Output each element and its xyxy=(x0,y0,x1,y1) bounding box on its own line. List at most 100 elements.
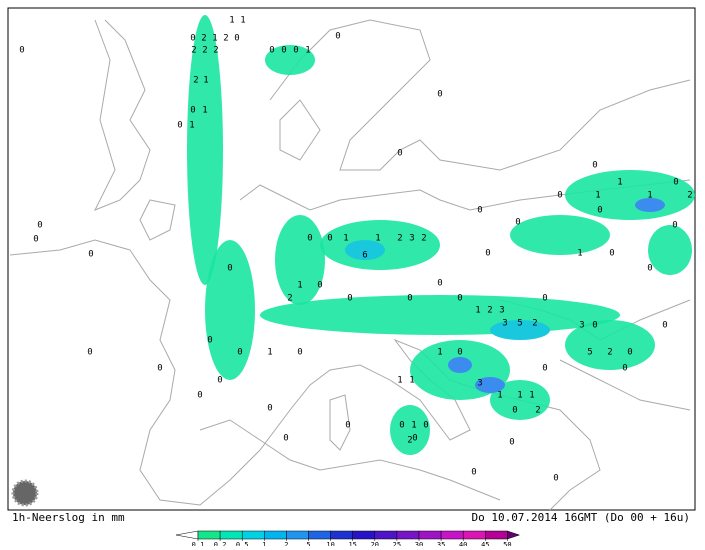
station-value: 1 xyxy=(305,46,310,56)
colorbar-label: 1 xyxy=(262,541,266,546)
station-value: 3 xyxy=(409,234,414,244)
station-value: 1 xyxy=(577,249,582,259)
station-value: 5 xyxy=(587,348,592,358)
station-value: 0 xyxy=(477,206,482,216)
station-value: 1 xyxy=(297,281,302,291)
station-value: 0 xyxy=(647,264,652,274)
precipitation xyxy=(187,15,695,455)
station-value: 0 xyxy=(177,121,182,131)
footer-right: Do 10.07.2014 16GMT (Do 00 + 16u) xyxy=(471,511,690,524)
station-value: 0 xyxy=(592,161,597,171)
station-value: 0 xyxy=(509,438,514,448)
station-value: 1 xyxy=(267,348,272,358)
colorbar-label: 10 xyxy=(326,541,334,546)
station-value: 1 xyxy=(212,34,217,44)
colorbar-label: 40 xyxy=(459,541,467,546)
station-value: 1 xyxy=(189,121,194,131)
station-value: 0 xyxy=(327,234,332,244)
station-value: 0 xyxy=(297,348,302,358)
station-value: 0 xyxy=(399,421,404,431)
station-value: 0 xyxy=(19,46,24,56)
colorbar-box xyxy=(352,530,376,540)
station-value: 1 xyxy=(240,16,245,26)
station-value: 1 xyxy=(397,376,402,386)
station-value: 0 xyxy=(437,90,442,100)
station-value: 0 xyxy=(542,364,547,374)
station-value: 1 xyxy=(517,391,522,401)
colorbar-label: 2 xyxy=(284,541,288,546)
station-value: 0 xyxy=(557,191,562,201)
station-value: 0 xyxy=(673,178,678,188)
station-value: 2 xyxy=(191,46,196,56)
station-value: 5 xyxy=(517,319,522,329)
station-value: 3 xyxy=(579,321,584,331)
station-value: 3 xyxy=(502,319,507,329)
station-value: 0 xyxy=(190,34,195,44)
station-value: 0 xyxy=(347,294,352,304)
station-value: 1 xyxy=(437,348,442,358)
station-value: 0 xyxy=(412,434,417,444)
colorbar-label: 0.5 xyxy=(236,541,249,546)
colorbar-label: 30 xyxy=(415,541,423,546)
station-value: 0 xyxy=(88,250,93,260)
station-value: 0 xyxy=(553,474,558,484)
colorbar-box xyxy=(374,530,398,540)
station-value: 3 xyxy=(477,379,482,389)
station-value: 0 xyxy=(207,336,212,346)
station-value: 1 xyxy=(411,421,416,431)
station-value: 1 xyxy=(497,391,502,401)
station-value: 1 xyxy=(529,391,534,401)
colorbar-label: 45 xyxy=(481,541,489,546)
colorbar-label: 0.1 xyxy=(192,541,205,546)
station-value: 0 xyxy=(217,376,222,386)
station-value: 2 xyxy=(223,34,228,44)
colorbar-box xyxy=(308,530,331,540)
colorbar-box xyxy=(485,530,508,540)
station-value: 0 xyxy=(672,221,677,231)
station-value: 0 xyxy=(157,364,162,374)
station-value: 0 xyxy=(485,249,490,259)
station-value: 1 xyxy=(229,16,234,26)
station-value: 1 xyxy=(595,191,600,201)
station-value: 0 xyxy=(471,468,476,478)
station-value: 0 xyxy=(407,294,412,304)
station-value: 1 xyxy=(375,234,380,244)
station-value: 0 xyxy=(317,281,322,291)
station-value: 2 xyxy=(287,294,292,304)
station-value: 1 xyxy=(617,178,622,188)
station-value: 1 xyxy=(343,234,348,244)
station-value: 0 xyxy=(457,348,462,358)
station-value: 0 xyxy=(267,404,272,414)
station-value: 6 xyxy=(362,251,367,261)
station-value: 2 xyxy=(213,46,218,56)
station-value: 0 xyxy=(609,249,614,259)
colorbar-label: 35 xyxy=(437,541,445,546)
station-value: 2 xyxy=(202,46,207,56)
station-value: 0 xyxy=(515,218,520,228)
colorbar-box xyxy=(462,530,486,540)
station-value: 2 xyxy=(421,234,426,244)
station-value: 2 xyxy=(487,306,492,316)
colorbar-box xyxy=(264,530,287,540)
station-value: 0 xyxy=(622,364,627,374)
colorbar-box xyxy=(197,530,221,540)
station-value: 0 xyxy=(87,348,92,358)
colorbar-box xyxy=(396,530,420,540)
station-value: 2 xyxy=(201,34,206,44)
colorbar-box xyxy=(286,530,309,540)
station-value: 0 xyxy=(627,348,632,358)
station-value: 0 xyxy=(597,206,602,216)
station-value: 1 xyxy=(202,106,207,116)
station-value: 0 xyxy=(283,434,288,444)
station-value: 1 xyxy=(409,376,414,386)
station-value: 1 xyxy=(203,76,208,86)
station-value: 0 xyxy=(269,46,274,56)
colorbar-box xyxy=(330,530,353,540)
colorbar-label: 0.2 xyxy=(214,541,227,546)
station-value: 2 xyxy=(687,191,692,201)
station-value: 0 xyxy=(457,294,462,304)
colorbar-box xyxy=(241,530,265,540)
station-value: 2 xyxy=(607,348,612,358)
station-value: 0 xyxy=(37,221,42,231)
